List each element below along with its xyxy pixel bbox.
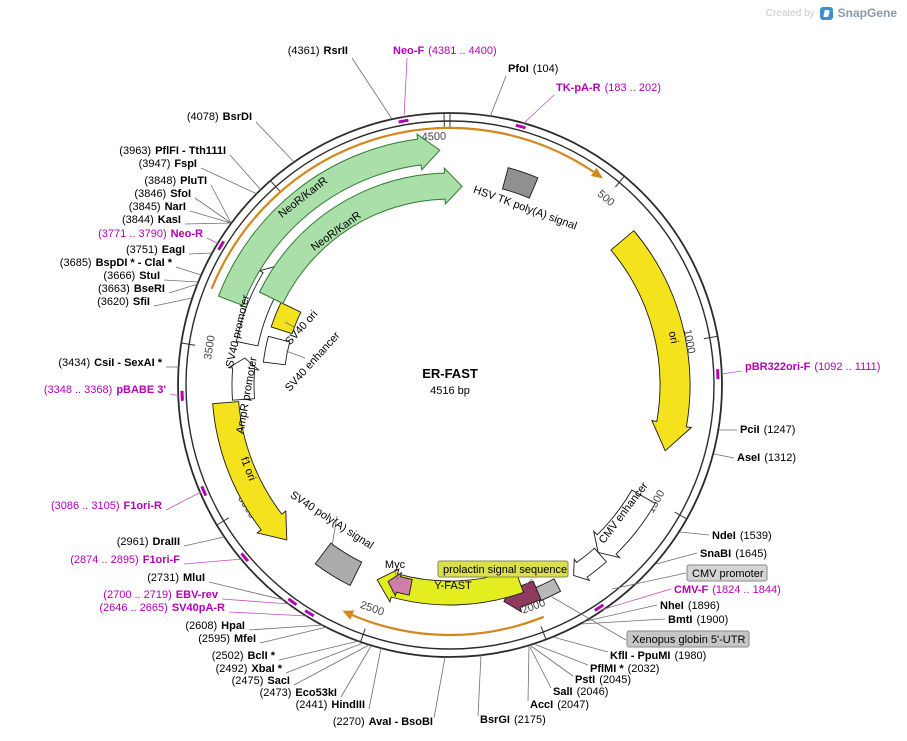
feature-arrow-ampr-promoter[interactable]	[227, 357, 260, 401]
site-label-kasi[interactable]: (3844) KasI	[122, 214, 181, 226]
site-label-hpai[interactable]: (2608) HpaI	[185, 620, 245, 632]
primer-label-neo-f[interactable]: Neo-F (4381 .. 4400)	[393, 45, 497, 57]
plasmid-name: ER-FAST	[422, 366, 478, 381]
plasmid-size: 4516 bp	[430, 385, 470, 397]
feature-arrow-cmv-promoter[interactable]	[573, 547, 608, 582]
site-label-avai-bsobi[interactable]: (2270) AvaI - BsoBI	[333, 716, 433, 728]
site-label-ndei[interactable]: NdeI (1539)	[712, 530, 772, 542]
site-label-sali[interactable]: SalI (2046)	[553, 686, 608, 698]
site-label-bsrdi[interactable]: (4078) BsrDI	[187, 111, 252, 123]
primer-label-pbabe-3[interactable]: (3348 .. 3368) pBABE 3'	[44, 384, 167, 396]
site-label-draiii[interactable]: (2961) DraIII	[117, 536, 180, 548]
site-label-snabi[interactable]: SnaBI (1645)	[700, 548, 767, 560]
primer-tick-marks	[180, 118, 720, 618]
feature-arrow-myc[interactable]	[387, 571, 413, 598]
site-label-pcii[interactable]: PciI (1247)	[740, 424, 795, 436]
primer-label-tk-pa-r[interactable]: TK-pA-R (183 .. 202)	[556, 82, 661, 94]
feature-arrow-cmv-enhancer[interactable]	[592, 489, 656, 559]
site-label-mlui[interactable]: (2731) MluI	[147, 572, 205, 584]
site-label-bseri[interactable]: (3663) BseRI	[98, 283, 165, 295]
snapgene-watermark: Created by SnapGene	[766, 6, 897, 20]
site-label-xbai[interactable]: (2492) XbaI *	[216, 663, 283, 675]
site-label-asei[interactable]: AseI (1312)	[737, 452, 796, 464]
feature-label-sv40-polya[interactable]: SV40 poly(A) signal	[288, 489, 376, 552]
site-label-kfli-ppumi[interactable]: KflI - PpuMI (1980)	[610, 650, 706, 662]
ruler-label-3500: 3500	[202, 335, 218, 361]
feature-label-box-xenopus[interactable]	[626, 630, 750, 648]
feature-box-sv40-enhancer[interactable]	[262, 335, 291, 366]
site-label-sfii[interactable]: (3620) SfiI	[97, 296, 150, 308]
site-label-pluti[interactable]: (3848) PluTI	[144, 175, 207, 187]
orf-arc-top	[210, 126, 595, 290]
leader-lines	[153, 57, 737, 719]
site-label-nari[interactable]: (3845) NarI	[129, 201, 186, 213]
orf-arc-bottom-arrowhead-icon	[342, 610, 355, 620]
feature-label-xenopus-globin-5utr[interactable]: Xenopus globin 5'-UTR	[632, 634, 745, 646]
site-label-pflmi[interactable]: PflMI * (2032)	[590, 663, 659, 675]
site-label-eagi[interactable]: (3751) EagI	[126, 244, 185, 256]
feature-label-ori[interactable]: ori	[666, 330, 680, 344]
site-label-stui[interactable]: (3666) StuI	[103, 270, 160, 282]
primer-label-sv40pa-r[interactable]: (2646 .. 2665) SV40pA-R	[99, 602, 225, 614]
site-label-csii-sexai[interactable]: (3434) CsiI - SexAI *	[58, 357, 162, 369]
ruler-label-500: 500	[595, 188, 617, 209]
site-label-bcli[interactable]: (2502) BclI *	[212, 650, 276, 662]
ruler-label-4500: 4500	[421, 131, 446, 144]
site-label-sfoi[interactable]: (3846) SfoI	[134, 188, 191, 200]
feature-label-box-prolactin[interactable]	[437, 560, 569, 578]
site-label-saci[interactable]: (2475) SacI	[232, 675, 290, 687]
primer-leader-lines	[165, 57, 743, 617]
ruler-tick-marks	[181, 113, 718, 643]
orf-arc-bottom	[351, 614, 545, 637]
feature-arrow-ori[interactable]	[610, 230, 693, 452]
site-label-hindiii[interactable]: (2441) HindIII	[296, 699, 365, 711]
site-label-psti[interactable]: PstI (2045)	[575, 674, 631, 686]
site-label-pflfi-tth111i[interactable]: (3963) PflFI - Tth111I	[119, 145, 226, 157]
site-label-fspi[interactable]: (3947) FspI	[139, 158, 197, 170]
snapgene-logo-icon	[819, 6, 833, 20]
created-by-text: Created by	[765, 7, 815, 19]
feature-label-cmv-promoter[interactable]: CMV promoter	[692, 568, 764, 580]
site-label-acci[interactable]: AccI (2047)	[530, 699, 589, 711]
site-label-rsrii[interactable]: (4361) RsrII	[288, 45, 348, 57]
feature-arrow-f1-ori[interactable]	[212, 401, 288, 541]
site-label-bspdi-clai[interactable]: (3685) BspDI * - ClaI *	[60, 257, 173, 269]
site-label-eco53ki[interactable]: (2473) Eco53kI	[260, 687, 337, 699]
ruler-label-2500: 2500	[359, 599, 386, 618]
primer-label-ebv-rev[interactable]: (2700 .. 2719) EBV-rev	[103, 589, 219, 601]
primer-label-neo-r[interactable]: (3771 .. 3790) Neo-R	[98, 228, 203, 240]
feature-label-box-cmv-promoter[interactable]	[686, 564, 768, 582]
feature-arrow-neor-kanr-outer[interactable]	[217, 133, 441, 307]
feature-arrow-neor-kanr-inner[interactable]	[258, 166, 463, 305]
primer-label-f1ori-r[interactable]: (3086 .. 3105) F1ori-R	[51, 500, 162, 512]
feature-label-y-fast[interactable]: Y-FAST	[434, 580, 472, 592]
primer-label-f1ori-f[interactable]: (2874 .. 2895) F1ori-F	[70, 554, 180, 566]
site-label-bsrgi[interactable]: BsrGI (2175)	[480, 714, 546, 726]
feature-arrow-y-fast[interactable]	[376, 568, 524, 606]
primer-label-pbr322ori-f[interactable]: pBR322ori-F (1092 .. 1111)	[745, 361, 880, 373]
feature-label-myc[interactable]: Myc	[385, 559, 406, 571]
feature-label-prolactin-signal[interactable]: prolactin signal sequence	[443, 564, 567, 576]
site-label-pfoi[interactable]: PfoI (104)	[508, 63, 558, 75]
primer-label-cmv-f[interactable]: CMV-F (1824 .. 1844)	[674, 584, 781, 596]
site-label-bmti[interactable]: BmtI (1900)	[668, 614, 728, 626]
site-label-mfei[interactable]: (2595) MfeI	[198, 633, 256, 645]
feature-box-sv40-polya[interactable]	[314, 542, 363, 587]
feature-box-hsv-tk-polya[interactable]	[501, 167, 539, 199]
feature-box-sv40-ori[interactable]	[270, 301, 302, 335]
site-label-nhei[interactable]: NheI (1896)	[660, 600, 720, 612]
orf-arc-top-arrowhead-icon	[590, 167, 603, 179]
snapgene-brand-text: SnapGene	[837, 6, 897, 20]
